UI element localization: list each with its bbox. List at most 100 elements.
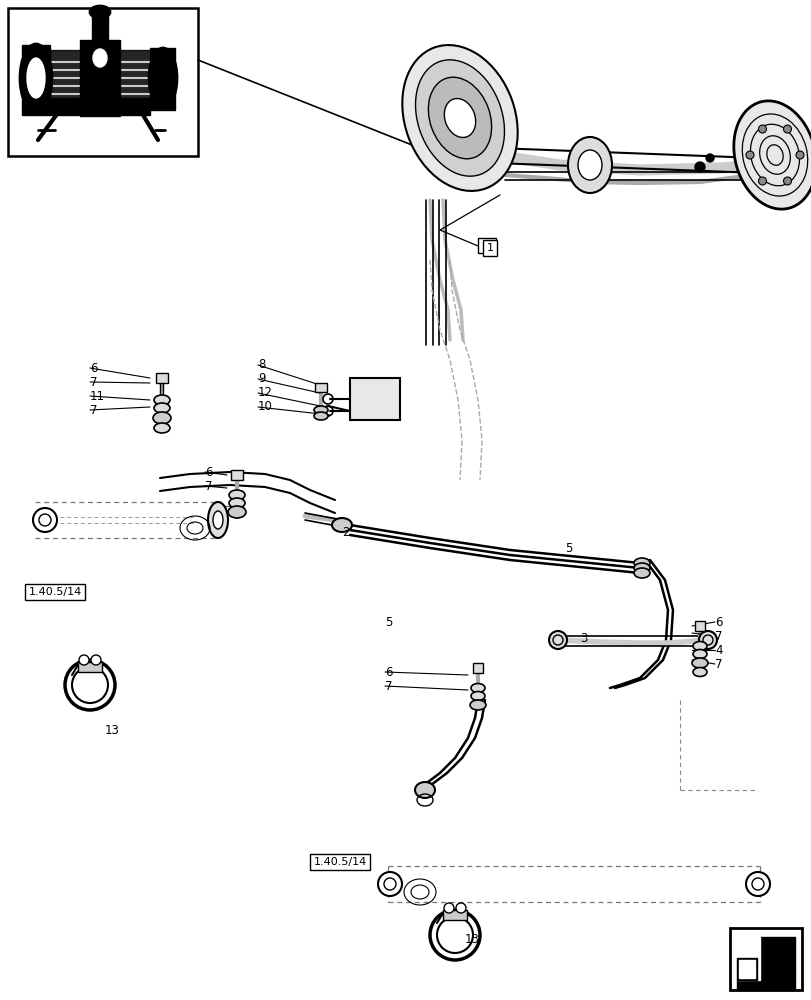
Bar xyxy=(156,373,168,383)
Polygon shape xyxy=(736,937,759,980)
Text: 5: 5 xyxy=(564,542,572,554)
Polygon shape xyxy=(736,958,756,980)
Ellipse shape xyxy=(414,782,435,798)
Text: 12: 12 xyxy=(258,386,272,399)
Circle shape xyxy=(757,177,766,185)
Circle shape xyxy=(79,655,89,665)
Polygon shape xyxy=(80,40,120,116)
Polygon shape xyxy=(92,12,108,40)
Ellipse shape xyxy=(332,518,351,532)
Ellipse shape xyxy=(93,49,107,67)
Bar xyxy=(350,378,400,420)
Text: 10: 10 xyxy=(258,400,272,414)
Text: 6: 6 xyxy=(384,666,392,678)
Ellipse shape xyxy=(745,872,769,896)
Ellipse shape xyxy=(470,692,484,700)
Bar xyxy=(473,663,483,673)
Polygon shape xyxy=(30,50,169,108)
Ellipse shape xyxy=(90,6,109,18)
Ellipse shape xyxy=(314,412,328,420)
Bar xyxy=(230,470,242,480)
Circle shape xyxy=(795,151,803,159)
Ellipse shape xyxy=(27,58,45,98)
Ellipse shape xyxy=(314,406,328,414)
Text: 8: 8 xyxy=(258,359,265,371)
Circle shape xyxy=(694,162,704,172)
Ellipse shape xyxy=(20,44,52,112)
Circle shape xyxy=(444,903,453,913)
Polygon shape xyxy=(738,960,754,978)
Ellipse shape xyxy=(208,502,228,538)
Text: 1: 1 xyxy=(483,243,490,253)
Ellipse shape xyxy=(470,684,484,692)
Ellipse shape xyxy=(470,700,486,710)
Text: 11: 11 xyxy=(90,389,105,402)
Text: 7: 7 xyxy=(204,480,212,492)
Ellipse shape xyxy=(633,563,649,573)
Circle shape xyxy=(91,655,101,665)
Ellipse shape xyxy=(154,423,169,433)
Ellipse shape xyxy=(444,99,475,137)
Text: 1.40.5/14: 1.40.5/14 xyxy=(313,857,367,867)
Ellipse shape xyxy=(33,508,57,532)
Bar xyxy=(315,383,327,392)
Circle shape xyxy=(745,151,753,159)
Polygon shape xyxy=(22,45,50,115)
Text: 7: 7 xyxy=(714,630,722,643)
Ellipse shape xyxy=(154,403,169,413)
Ellipse shape xyxy=(228,506,246,518)
Text: 6: 6 xyxy=(714,615,722,629)
Ellipse shape xyxy=(152,412,171,424)
Circle shape xyxy=(783,125,791,133)
Ellipse shape xyxy=(633,558,649,568)
Bar xyxy=(729,928,801,990)
Ellipse shape xyxy=(148,48,177,108)
Ellipse shape xyxy=(698,631,716,649)
Circle shape xyxy=(705,154,713,162)
Text: 1.40.5/14: 1.40.5/14 xyxy=(28,587,82,597)
Bar xyxy=(478,238,496,253)
Polygon shape xyxy=(759,937,794,975)
Ellipse shape xyxy=(692,642,706,650)
Ellipse shape xyxy=(428,77,491,159)
Text: 7: 7 xyxy=(90,403,97,416)
Ellipse shape xyxy=(86,40,114,76)
Polygon shape xyxy=(150,48,175,110)
Circle shape xyxy=(783,177,791,185)
Ellipse shape xyxy=(154,395,169,405)
Ellipse shape xyxy=(415,60,504,176)
Text: 13: 13 xyxy=(465,933,479,946)
Text: 9: 9 xyxy=(258,372,265,385)
Text: 5: 5 xyxy=(384,615,392,629)
Text: 7: 7 xyxy=(384,680,392,692)
Ellipse shape xyxy=(229,498,245,508)
Ellipse shape xyxy=(691,658,707,668)
Text: 7: 7 xyxy=(90,375,97,388)
Bar xyxy=(8,8,198,156)
Ellipse shape xyxy=(633,568,649,578)
Text: 6: 6 xyxy=(204,466,212,479)
Polygon shape xyxy=(736,975,794,990)
Ellipse shape xyxy=(568,137,611,193)
Text: 4: 4 xyxy=(714,644,722,656)
Text: 1: 1 xyxy=(486,243,493,253)
Ellipse shape xyxy=(548,631,566,649)
Bar xyxy=(443,910,466,920)
Ellipse shape xyxy=(577,150,601,180)
Text: 3: 3 xyxy=(579,632,586,645)
Ellipse shape xyxy=(692,650,706,658)
Ellipse shape xyxy=(378,872,401,896)
Text: 7: 7 xyxy=(714,658,722,670)
Circle shape xyxy=(757,125,766,133)
Ellipse shape xyxy=(692,668,706,676)
Text: 13: 13 xyxy=(105,724,120,736)
Ellipse shape xyxy=(229,490,245,500)
Text: 2: 2 xyxy=(341,526,349,538)
Bar xyxy=(78,662,102,672)
Ellipse shape xyxy=(401,45,517,191)
Text: 6: 6 xyxy=(90,361,97,374)
Circle shape xyxy=(456,903,466,913)
Bar xyxy=(694,621,704,631)
Ellipse shape xyxy=(212,511,223,529)
Polygon shape xyxy=(50,98,150,115)
